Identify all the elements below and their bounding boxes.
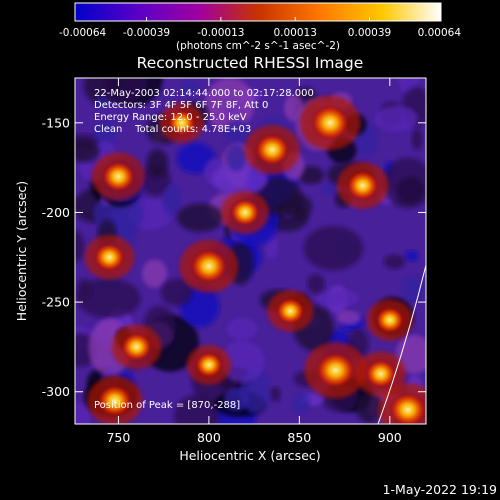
annotation-energy-range: Energy Range: 12.0 - 25.0 keV (94, 112, 247, 123)
texture-blob (316, 291, 337, 307)
colorbar-tick-label: 0.00064 (418, 27, 462, 39)
texture-blob (182, 80, 201, 95)
bright-source (315, 351, 356, 389)
texture-blob (223, 387, 249, 411)
texture-blob (291, 392, 310, 414)
texture-blob (146, 148, 169, 178)
colorbar-tick-label: -0.00013 (197, 27, 244, 39)
bright-source (194, 351, 224, 379)
texture-blob (212, 162, 268, 196)
bright-source (229, 198, 261, 227)
texture-blob (332, 289, 359, 306)
x-tick-label: 750 (106, 430, 130, 445)
bright-source (96, 384, 133, 418)
texture-blob (336, 310, 361, 326)
bright-source (345, 170, 380, 201)
texture-blob (269, 386, 282, 402)
x-tick-label: 900 (378, 430, 402, 445)
x-tick-label: 850 (287, 430, 311, 445)
y-axis-label: Heliocentric Y (arcsec) (14, 181, 29, 321)
bright-source (254, 133, 291, 167)
texture-blob (224, 119, 251, 145)
chart-title: Reconstructed RHESSI Image (137, 54, 364, 72)
annotation-detectors: Detectors: 3F 4F 5F 6F 7F 8F, Att 0 (94, 100, 268, 111)
texture-blob (383, 254, 406, 270)
texture-blob (374, 105, 418, 132)
texture-blob (75, 230, 85, 263)
texture-blob (226, 144, 247, 172)
bright-source (310, 104, 350, 141)
bright-source (374, 306, 405, 334)
texture-blob (411, 128, 423, 151)
bright-source (120, 332, 153, 362)
texture-blob (356, 393, 384, 424)
texture-blob (303, 226, 364, 271)
colorbar-tick-label: -0.00064 (59, 27, 107, 39)
annotation-peak-position: Position of Peak = [870,-288] (94, 400, 240, 411)
texture-blob (177, 203, 224, 233)
texture-blob (77, 278, 93, 300)
texture-blob (96, 78, 147, 105)
texture-blob (142, 259, 168, 288)
colorbar-tick-label: 0.00013 (273, 27, 316, 39)
texture-blob (322, 181, 337, 196)
texture-blob (204, 78, 255, 131)
colorbar (74, 2, 442, 22)
annotation-time-range: 22-May-2003 02:14:44.000 to 02:17:28.000 (94, 88, 314, 99)
heatmap-plot-area (75, 78, 426, 424)
y-tick-label: -300 (42, 384, 70, 399)
bright-source (189, 248, 228, 284)
bright-source (93, 242, 126, 273)
footer-timestamp: 1-May-2022 19:19 (383, 482, 497, 497)
colorbar-tick-label: 0.00039 (348, 27, 391, 39)
plot-frame (74, 77, 427, 425)
texture-blob (405, 250, 419, 262)
x-axis: 750 800 850 900 (106, 78, 402, 445)
texture-blob (383, 157, 426, 209)
annotation-block: 22-May-2003 02:14:44.000 to 02:17:28.000… (94, 88, 314, 411)
colorbar-units-label: (photons cm^-2 s^-1 asec^-2) (176, 40, 340, 52)
y-axis: -150 -200 -250 -300 (42, 115, 426, 399)
y-tick-label: -250 (42, 295, 70, 310)
colorbar-tick-label: -0.00039 (123, 27, 170, 39)
colorbar-ticks: -0.00064 -0.00039 -0.00013 0.00013 0.00039 0.… (59, 17, 461, 39)
texture-blob (307, 273, 325, 294)
annotation-algorithm-counts: Clean Total counts: 4.78E+03 (94, 124, 251, 135)
bright-source (167, 109, 197, 137)
texture-blob (75, 140, 100, 163)
bright-source (364, 358, 397, 389)
texture-blob (162, 184, 182, 217)
texture-blob (220, 340, 265, 383)
y-tick-label: -200 (42, 205, 70, 220)
x-tick-label: 800 (197, 430, 221, 445)
texture-blob (395, 334, 426, 375)
texture-blob (297, 165, 324, 185)
texture-blob (92, 120, 118, 149)
bright-source (388, 392, 426, 424)
bright-source (101, 160, 136, 193)
texture-blob (75, 402, 91, 424)
bright-source (275, 297, 306, 325)
texture-blob (160, 278, 193, 306)
y-tick-label: -150 (42, 115, 70, 130)
texture-blob (76, 278, 141, 319)
solar-limb-line (377, 264, 426, 424)
x-axis-label: Heliocentric X (arcsec) (179, 448, 320, 463)
texture-blob (226, 317, 258, 341)
heatmap-sources (84, 95, 426, 424)
